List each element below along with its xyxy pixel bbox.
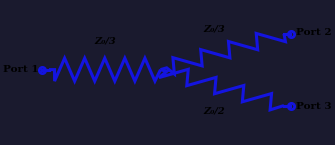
- Text: Port 3: Port 3: [296, 103, 331, 112]
- Text: Z₀/2: Z₀/2: [203, 106, 225, 115]
- Text: Z₀/3: Z₀/3: [203, 24, 225, 33]
- Text: Port 2: Port 2: [296, 28, 331, 37]
- Text: Z₀/3: Z₀/3: [94, 36, 116, 45]
- Text: Port 1: Port 1: [3, 65, 39, 74]
